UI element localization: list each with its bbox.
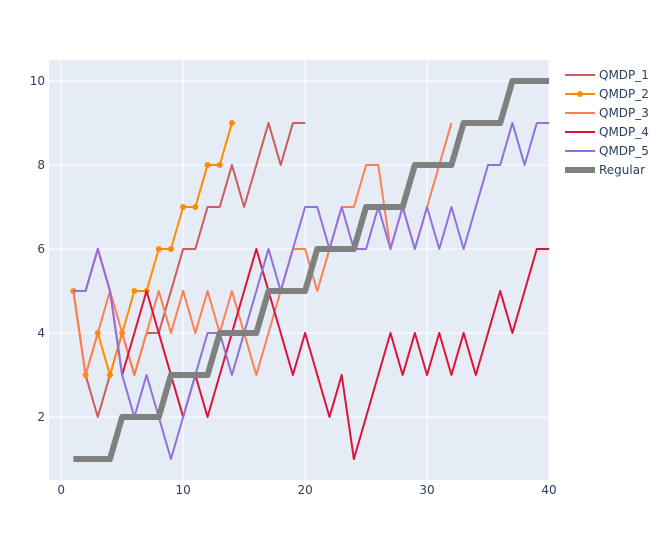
data-point-qmdp_2 (192, 204, 199, 210)
legend-label: QMDP_1 (599, 68, 649, 82)
data-point-qmdp_2 (180, 204, 187, 210)
y-tick-label: 10 (30, 74, 45, 88)
legend-label: QMDP_4 (599, 125, 649, 139)
series-line-qmdp_2 (72, 122, 233, 376)
data-point-qmdp_2 (167, 246, 174, 252)
x-tick-label: 20 (297, 483, 312, 497)
legend-item-qmdp_5[interactable]: QMDP_5 (565, 144, 649, 158)
axis-tick-labels: 0 10 20 30 40 2 4 6 8 10 (30, 74, 557, 497)
y-tick-label: 2 (37, 410, 45, 424)
y-tick-label: 8 (37, 158, 45, 172)
y-tick-label: 4 (37, 326, 45, 340)
series-line-qmdp_5 (73, 122, 549, 460)
series-group (70, 78, 549, 462)
data-point-qmdp_2 (228, 120, 235, 126)
series-line-regular (73, 78, 549, 462)
legend-label: QMDP_2 (599, 87, 649, 101)
data-point-qmdp_2 (131, 288, 138, 294)
data-point-qmdp_2 (204, 162, 211, 168)
data-point-qmdp_2 (216, 162, 223, 168)
legend-label: QMDP_3 (599, 106, 649, 120)
legend-item-regular[interactable]: Regular (565, 163, 645, 177)
x-tick-label: 40 (541, 483, 556, 497)
y-tick-label: 6 (37, 242, 45, 256)
series-line-qmdp_3 (72, 122, 453, 376)
legend-item-qmdp_3[interactable]: QMDP_3 (565, 106, 649, 120)
legend[interactable]: QMDP_1 QMDP_2 QMDP_3 QMDP_4 QMDP_5 Regular (565, 68, 649, 177)
series-lines (70, 78, 549, 462)
legend-marker (577, 91, 583, 97)
series-line-qmdp_4 (73, 248, 549, 460)
legend-label: Regular (599, 163, 645, 177)
data-point-qmdp_2 (155, 246, 162, 252)
legend-item-qmdp_1[interactable]: QMDP_1 (565, 68, 649, 82)
grid-lines (49, 60, 550, 480)
x-tick-label: 0 (57, 483, 65, 497)
legend-label: QMDP_5 (599, 144, 649, 158)
legend-item-qmdp_2[interactable]: QMDP_2 (565, 87, 649, 101)
x-tick-label: 30 (419, 483, 434, 497)
data-point-qmdp_2 (106, 372, 113, 378)
legend-item-qmdp_4[interactable]: QMDP_4 (565, 125, 649, 139)
x-tick-label: 10 (176, 483, 191, 497)
